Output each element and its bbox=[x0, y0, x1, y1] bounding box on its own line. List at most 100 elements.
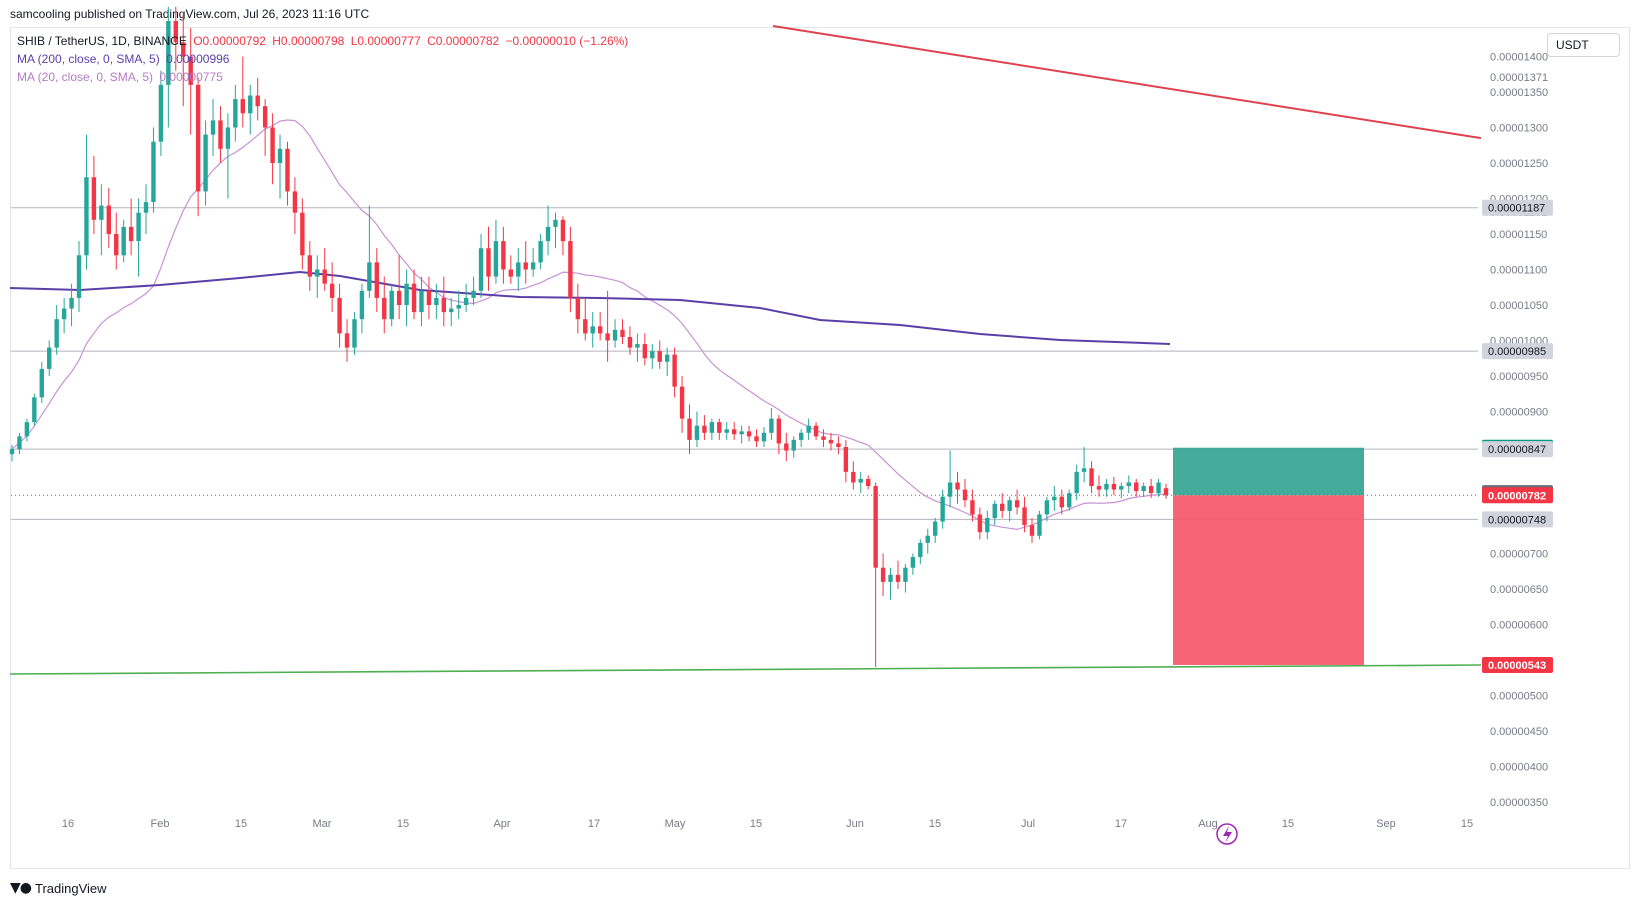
trendlines bbox=[9, 25, 1482, 675]
candle bbox=[32, 393, 37, 426]
price-tick-label: 0.00000500 bbox=[1490, 691, 1548, 703]
candle bbox=[262, 99, 268, 156]
candle bbox=[717, 418, 722, 440]
candle bbox=[404, 269, 409, 327]
candle-body bbox=[188, 56, 193, 85]
candle-body bbox=[441, 297, 447, 313]
footer-brand[interactable]: ▼● TradingView bbox=[10, 880, 107, 896]
candle bbox=[76, 241, 82, 313]
candle-body bbox=[761, 432, 767, 442]
price-badge-bg bbox=[1482, 441, 1553, 458]
candle-body bbox=[419, 290, 424, 313]
candle-body bbox=[1156, 482, 1161, 494]
candle-body bbox=[739, 431, 744, 435]
candle-body bbox=[1059, 496, 1064, 508]
price-tick-label: 0.00000700 bbox=[1490, 549, 1548, 561]
candle-body bbox=[560, 219, 566, 242]
stop-zone bbox=[1173, 447, 1364, 496]
candle bbox=[203, 120, 208, 206]
candle-body bbox=[471, 290, 476, 298]
candle bbox=[151, 127, 156, 213]
candlesticks bbox=[9, 6, 1169, 668]
candle bbox=[344, 319, 350, 362]
candle bbox=[39, 361, 44, 403]
currency-unit-button[interactable]: USDT bbox=[1547, 33, 1620, 57]
price-badge: 0.00000985 bbox=[1482, 343, 1553, 360]
candle-body bbox=[784, 443, 789, 451]
candle bbox=[873, 482, 878, 668]
ma20-legend[interactable]: MA (20, close, 0, SMA, 5) 0.00000775 bbox=[17, 70, 226, 84]
candle bbox=[754, 429, 759, 447]
price-tick-label: 0.00000650 bbox=[1490, 584, 1548, 596]
candle bbox=[277, 134, 283, 199]
candle-body bbox=[568, 241, 573, 298]
candle-body bbox=[382, 297, 387, 320]
price-badge-bg bbox=[1482, 199, 1553, 216]
candle-body bbox=[1119, 486, 1124, 490]
candle-body bbox=[553, 219, 558, 227]
tradingview-logo-icon: ▼● bbox=[10, 880, 32, 896]
candle bbox=[463, 283, 469, 313]
candle-body bbox=[337, 297, 342, 334]
candle bbox=[1067, 489, 1072, 511]
price-tick-label: 0.00000600 bbox=[1490, 620, 1548, 632]
chart-frame[interactable] bbox=[10, 27, 1630, 869]
ma200-value: 0.00000996 bbox=[166, 52, 230, 66]
candle bbox=[158, 70, 164, 156]
footer-brand-label: TradingView bbox=[34, 880, 107, 896]
candle-body bbox=[367, 262, 372, 291]
candle bbox=[84, 134, 89, 270]
candle-body bbox=[32, 397, 37, 423]
candle bbox=[858, 471, 863, 494]
time-tick-label: 15 bbox=[750, 818, 762, 830]
price-badge: 0.00000543 bbox=[1482, 656, 1553, 673]
ma200-label: MA (200, close, 0, SMA, 5) bbox=[17, 52, 160, 66]
time-tick-label: Jun bbox=[846, 818, 864, 830]
candle-body bbox=[1029, 525, 1035, 536]
ma200-legend[interactable]: MA (200, close, 0, SMA, 5) 0.00000996 bbox=[17, 52, 232, 66]
price-tick-label: 0.00001350 bbox=[1490, 87, 1548, 99]
candle bbox=[947, 450, 953, 508]
candle-body bbox=[1126, 482, 1131, 487]
symbol-label[interactable]: SHIB / TetherUS, 1D, BINANCE bbox=[17, 34, 187, 48]
candle bbox=[1007, 496, 1012, 522]
candle bbox=[575, 283, 581, 334]
candle bbox=[225, 113, 231, 199]
candle-body bbox=[166, 21, 171, 85]
candle-body bbox=[865, 478, 871, 487]
candle bbox=[337, 283, 342, 348]
candle-body bbox=[240, 99, 245, 114]
time-tick-label: Sep bbox=[1376, 818, 1396, 830]
lightning-icon[interactable] bbox=[1216, 823, 1238, 845]
candle-body bbox=[151, 141, 156, 203]
candle-body bbox=[411, 283, 417, 313]
candle-body bbox=[396, 290, 402, 305]
candle-body bbox=[181, 42, 186, 57]
time-tick-label: 17 bbox=[588, 818, 600, 830]
candle bbox=[1037, 510, 1042, 540]
time-tick-label: Aug bbox=[1198, 818, 1218, 830]
candle bbox=[627, 326, 633, 355]
candle bbox=[322, 248, 327, 291]
candle-body bbox=[679, 386, 685, 419]
candle-body bbox=[501, 241, 506, 270]
candle-body bbox=[880, 567, 886, 582]
candle-body bbox=[329, 283, 335, 298]
candle bbox=[486, 226, 491, 291]
candle-body bbox=[1163, 488, 1169, 496]
candle-body bbox=[76, 255, 82, 298]
candle-body bbox=[828, 439, 834, 444]
candle bbox=[940, 489, 945, 529]
candle bbox=[218, 106, 223, 163]
candle bbox=[1096, 475, 1102, 497]
candle bbox=[694, 411, 700, 447]
candle-body bbox=[664, 354, 670, 362]
candle bbox=[195, 77, 201, 217]
candle bbox=[307, 241, 313, 291]
candle-body bbox=[9, 449, 15, 455]
candle bbox=[285, 141, 290, 206]
candle bbox=[270, 113, 275, 185]
candle-body bbox=[478, 248, 484, 291]
candle-body bbox=[821, 436, 826, 440]
